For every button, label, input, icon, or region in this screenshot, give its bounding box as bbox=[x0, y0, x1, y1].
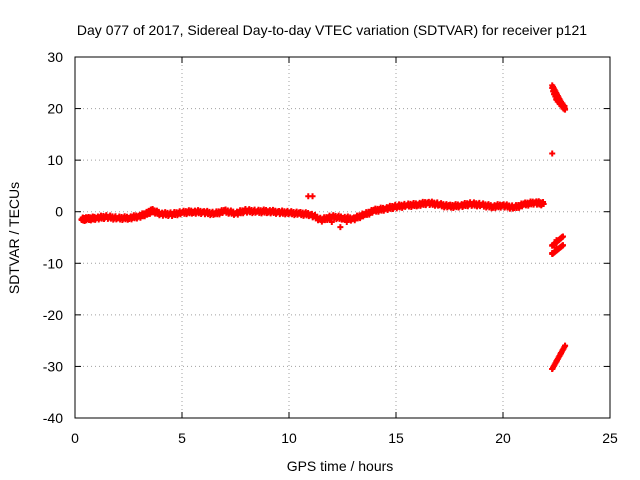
y-tick-label: 0 bbox=[55, 204, 63, 220]
x-tick-label: 20 bbox=[495, 430, 511, 446]
grid bbox=[75, 57, 610, 418]
data-point bbox=[337, 224, 344, 231]
trace-marker bbox=[559, 233, 566, 240]
data-point bbox=[343, 219, 350, 226]
y-tick-label: 20 bbox=[47, 101, 63, 117]
y-tick-label: -10 bbox=[43, 255, 63, 271]
x-tick-label: 5 bbox=[178, 430, 186, 446]
trace-marker bbox=[559, 242, 566, 249]
data-point bbox=[540, 200, 547, 207]
x-tick-label: 0 bbox=[71, 430, 79, 446]
x-axis-label: GPS time / hours bbox=[287, 458, 394, 474]
y-axis-ticks: -40 -30 -20 -10 0 10 20 30 bbox=[43, 49, 610, 426]
trace-marker bbox=[562, 106, 569, 113]
y-tick-label: 30 bbox=[47, 49, 63, 65]
data-point bbox=[309, 193, 316, 200]
data-point bbox=[328, 219, 335, 226]
x-tick-label: 25 bbox=[602, 430, 618, 446]
y-tick-label: -30 bbox=[43, 358, 63, 374]
y-tick-label: 10 bbox=[47, 152, 63, 168]
y-axis-label: SDTVAR / TECUs bbox=[6, 182, 22, 294]
y-tick-label: -20 bbox=[43, 307, 63, 323]
x-tick-label: 10 bbox=[281, 430, 297, 446]
y-tick-label: -40 bbox=[43, 410, 63, 426]
x-axis-ticks: 0 5 10 15 20 25 bbox=[71, 57, 618, 446]
x-tick-label: 15 bbox=[388, 430, 404, 446]
trace-marker bbox=[562, 342, 569, 349]
data-point bbox=[549, 150, 556, 157]
plot-frame bbox=[74, 56, 611, 419]
chart-title: Day 077 of 2017, Sidereal Day-to-day VTE… bbox=[77, 22, 587, 38]
data-points bbox=[78, 82, 569, 373]
